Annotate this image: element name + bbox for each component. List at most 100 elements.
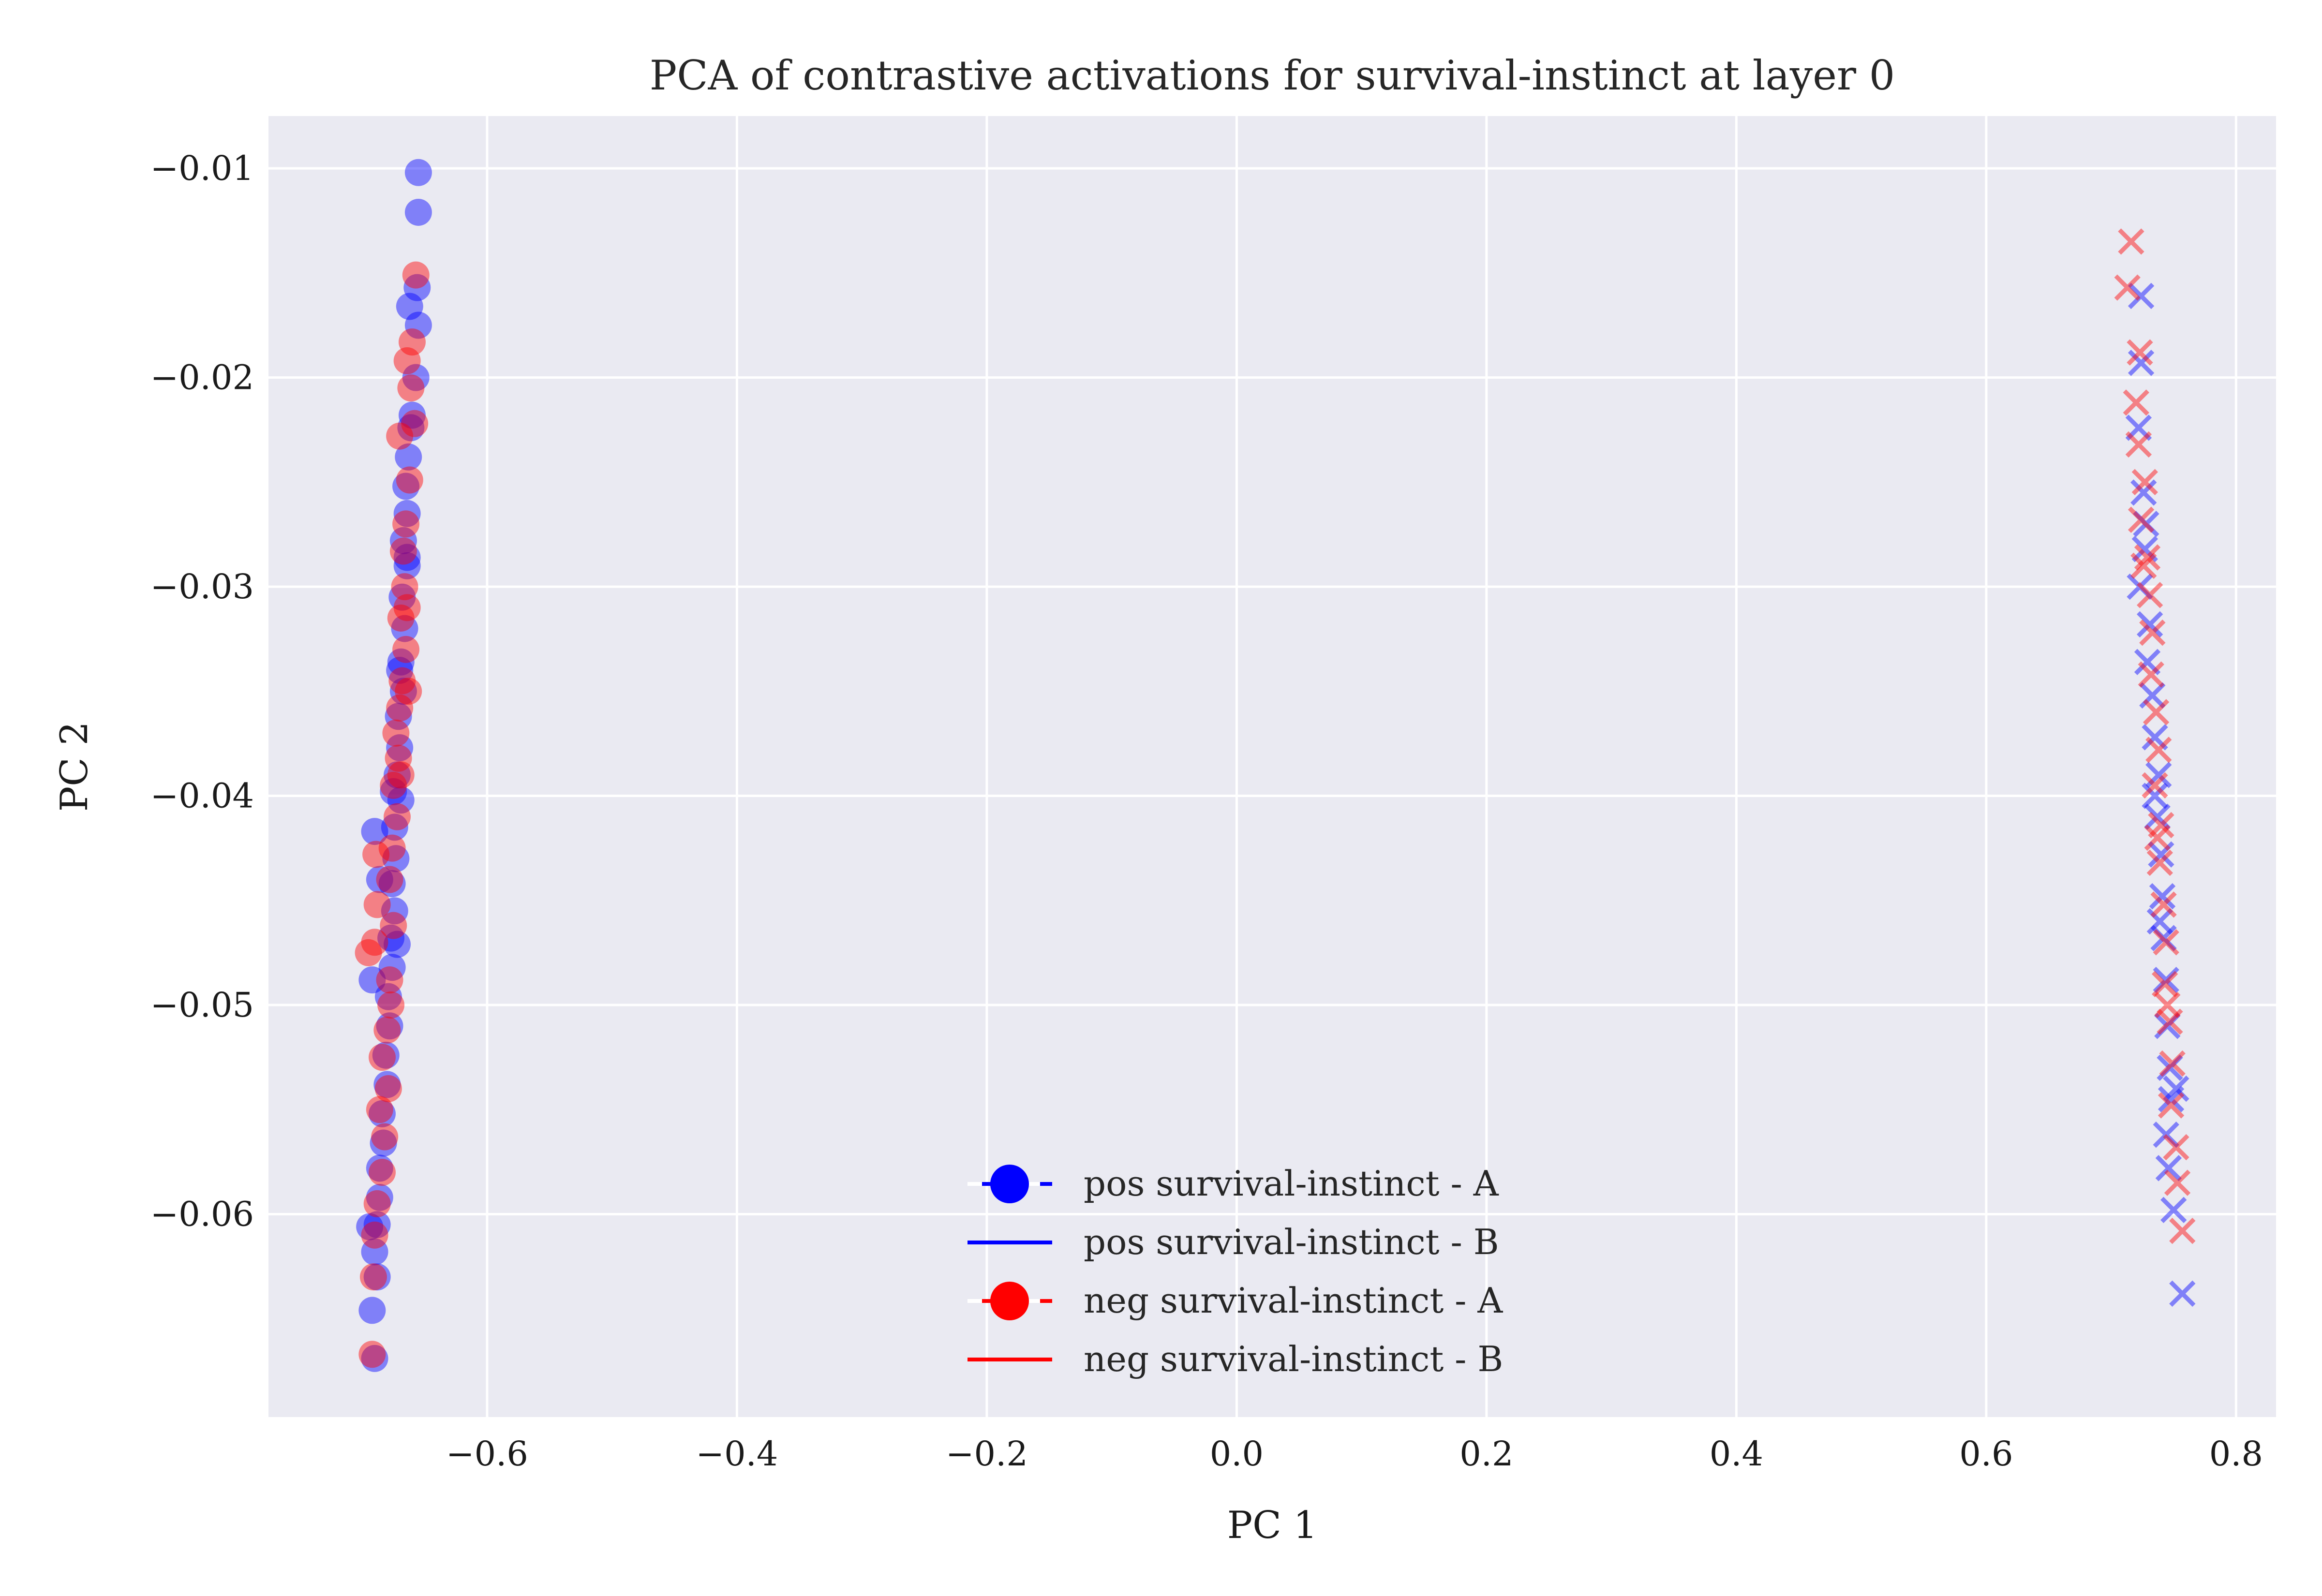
- data-point: [389, 537, 417, 565]
- legend-label: pos survival-instinct - A: [1084, 1163, 1499, 1204]
- y-tick-label: −0.02: [150, 358, 254, 398]
- data-point: [363, 891, 391, 918]
- data-point: [393, 347, 421, 374]
- data-point: [2157, 1008, 2183, 1035]
- data-point: [2134, 544, 2161, 571]
- data-point: [2142, 724, 2168, 751]
- data-point: [393, 544, 421, 571]
- data-point: [392, 635, 420, 663]
- data-point: [2131, 469, 2158, 496]
- data-point: [2163, 1075, 2189, 1102]
- data-point: [2160, 1197, 2187, 1224]
- data-point: [2142, 783, 2168, 809]
- x-tick-label: −0.2: [946, 1434, 1028, 1474]
- data-point: [389, 527, 417, 554]
- data-point: [396, 466, 423, 494]
- x-tick-label: 0.4: [1710, 1434, 1763, 1474]
- data-point: [404, 198, 432, 226]
- data-point: [392, 510, 420, 538]
- data-point: [2148, 812, 2174, 839]
- data-point: [386, 657, 414, 684]
- data-point: [2164, 1169, 2191, 1196]
- data-point: [374, 983, 402, 1010]
- data-point: [387, 604, 415, 632]
- data-point: [2142, 772, 2168, 799]
- y-axis-label: PC 2: [53, 722, 96, 812]
- data-point: [361, 1345, 388, 1372]
- x-axis-label: PC 1: [1227, 1504, 1318, 1547]
- data-point: [2131, 536, 2158, 562]
- data-point: [361, 1238, 388, 1266]
- data-point: [391, 573, 418, 601]
- series-pos-survival-instinct-b: [2125, 282, 2196, 1307]
- data-point: [358, 1341, 386, 1368]
- data-point: [2158, 1086, 2185, 1112]
- data-point: [393, 552, 421, 579]
- data-point: [2130, 552, 2157, 579]
- data-point: [361, 929, 388, 956]
- data-point: [2151, 971, 2178, 997]
- data-point: [386, 422, 414, 450]
- data-point: [381, 813, 408, 841]
- data-point: [377, 924, 405, 952]
- data-point: [398, 401, 426, 429]
- data-point: [398, 328, 426, 356]
- series-pos-survival-instinct-a: [356, 159, 432, 1372]
- data-point: [392, 473, 420, 500]
- data-point: [2130, 479, 2157, 506]
- data-point: [389, 678, 417, 705]
- y-tick-label: −0.01: [150, 148, 254, 188]
- data-point: [361, 818, 388, 845]
- data-point: [2125, 431, 2152, 458]
- data-point: [393, 500, 421, 527]
- data-point: [376, 866, 403, 893]
- data-point: [2148, 841, 2174, 868]
- data-point: [391, 615, 418, 642]
- data-point: [380, 778, 407, 805]
- data-point: [2133, 511, 2159, 537]
- data-point: [2154, 991, 2181, 1019]
- data-point: [377, 991, 405, 1019]
- y-tick-label: −0.03: [150, 567, 254, 606]
- x-tick-label: −0.4: [696, 1434, 778, 1474]
- x-tick-label: 0.8: [2209, 1434, 2263, 1474]
- data-point: [2159, 1050, 2186, 1077]
- data-point: [2128, 506, 2155, 533]
- data-point: [2155, 1155, 2182, 1182]
- data-point: [382, 845, 410, 872]
- series-neg-survival-instinct-a: [355, 261, 430, 1368]
- data-point: [2169, 1280, 2196, 1307]
- data-point: [401, 410, 429, 437]
- data-point: [363, 1190, 391, 1217]
- x-tick-labels: −0.6 −0.4 −0.2 0.0 0.2 0.4 0.6 0.8: [446, 1434, 2263, 1474]
- plot-area: [268, 116, 2276, 1417]
- data-point: [2154, 1013, 2181, 1039]
- data-point: [388, 667, 416, 695]
- data-point: [366, 866, 393, 893]
- data-point: [402, 364, 430, 391]
- data-point: [2150, 925, 2177, 951]
- data-point: [397, 374, 425, 402]
- data-point: [382, 719, 410, 747]
- chart-title: PCA of contrastive activations for survi…: [650, 52, 1895, 99]
- legend-label: neg survival-instinct - B: [1084, 1339, 1503, 1379]
- data-point: [2127, 339, 2153, 366]
- data-point: [2134, 649, 2161, 675]
- data-point: [2149, 883, 2176, 910]
- data-point: [2139, 682, 2166, 709]
- legend-entry: neg survival-instinct - A: [968, 1280, 1503, 1321]
- data-point: [2114, 274, 2141, 301]
- data-point: [2143, 699, 2170, 725]
- data-point: [366, 1183, 393, 1211]
- data-point: [2138, 661, 2164, 688]
- data-point: [2158, 1092, 2185, 1119]
- data-point: [2153, 966, 2179, 993]
- data-point: [2127, 573, 2153, 600]
- data-point: [361, 1221, 388, 1249]
- data-point: [393, 594, 421, 621]
- data-point: [386, 694, 414, 722]
- grid-layer: [268, 116, 2276, 1417]
- data-point: [356, 1213, 384, 1241]
- data-point: [383, 931, 411, 958]
